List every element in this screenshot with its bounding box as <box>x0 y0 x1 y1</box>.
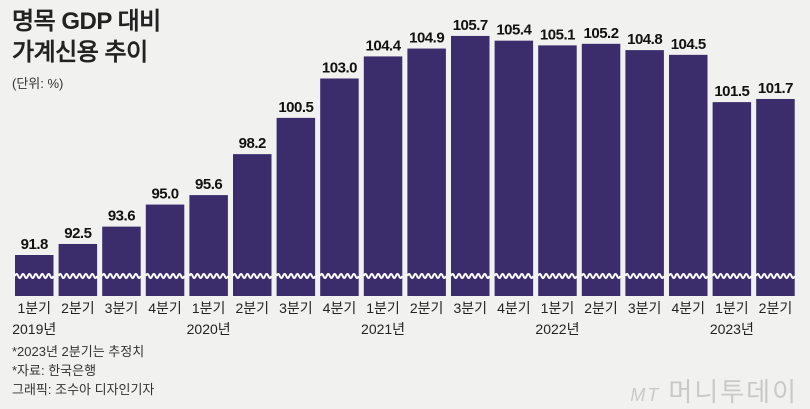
data-label: 105.1 <box>540 26 575 43</box>
axis-break-wave <box>101 273 142 279</box>
axis-break-wave <box>144 273 186 279</box>
axis-break-wave <box>362 273 404 279</box>
bar <box>145 204 185 296</box>
data-label: 91.8 <box>21 236 48 253</box>
x-tick-label: 2분기 <box>61 300 95 316</box>
axis-break-wave <box>668 273 709 279</box>
note-credit: 그래픽: 조수아 디자인기자 <box>12 382 155 397</box>
bar <box>756 98 795 296</box>
axis-break-wave <box>580 273 622 279</box>
bar <box>363 56 403 297</box>
axis-break-wave <box>711 273 753 279</box>
axis-break-wave <box>624 273 665 279</box>
data-label: 101.5 <box>714 83 749 100</box>
x-tick-label: 3분기 <box>453 300 487 316</box>
watermark-logo: MT 머니투데이 <box>630 377 798 407</box>
chart-title: 명목 GDP 대비 가계신용 추이 <box>12 8 161 66</box>
bar <box>451 35 490 296</box>
year-label: 2022년 <box>535 321 579 337</box>
bar <box>712 102 752 297</box>
x-tick-label: 4분기 <box>671 300 705 316</box>
year-label: 2021년 <box>361 321 405 337</box>
axis-break-wave <box>537 273 578 279</box>
x-tick-label: 1분기 <box>192 300 226 316</box>
axis-break-wave <box>450 273 491 279</box>
x-tick-label: 3분기 <box>105 300 139 316</box>
bar <box>233 154 272 296</box>
bar <box>538 45 577 296</box>
bar-chart: 91.8 1분기 92.5 2분기 93.6 3분기 95.0 4분기 95.6 1분기 98.2 2… <box>12 17 796 337</box>
x-tick-label: 4분기 <box>497 300 531 316</box>
data-label: 93.6 <box>108 208 135 225</box>
bar <box>581 43 621 297</box>
year-label: 2023년 <box>710 321 754 337</box>
bar <box>669 54 708 297</box>
axis-break-wave <box>406 273 447 279</box>
axis-break-wave <box>493 273 535 279</box>
data-label: 104.9 <box>409 30 444 47</box>
axis-break-wave <box>188 273 229 279</box>
bar <box>102 226 141 296</box>
x-tick-label: 1분기 <box>715 300 749 316</box>
data-label: 98.2 <box>239 135 266 152</box>
footnotes: *2023년 2분기는 추정치 *자료: 한국은행 그래픽: 조수아 디자인기자 <box>12 342 154 399</box>
data-label: 103.0 <box>322 59 357 76</box>
bar <box>494 40 534 296</box>
data-label: 105.2 <box>584 25 619 42</box>
data-label: 95.0 <box>151 186 178 203</box>
x-tick-label: 1분기 <box>366 300 400 316</box>
bar <box>276 117 316 296</box>
data-label: 92.5 <box>64 225 91 242</box>
data-label: 104.4 <box>366 37 402 54</box>
data-label: 105.7 <box>453 17 488 34</box>
note-source: *자료: 한국은행 <box>12 363 97 378</box>
axis-break-wave <box>57 273 99 279</box>
x-tick-label: 2분기 <box>235 300 269 316</box>
note-estimate: *2023년 2분기는 추정치 <box>12 344 145 359</box>
bar <box>58 243 98 296</box>
x-tick-label: 1분기 <box>541 300 575 316</box>
x-tick-label: 2분기 <box>584 300 618 316</box>
x-tick-label: 3분기 <box>279 300 313 316</box>
x-tick-label: 4분기 <box>148 300 182 316</box>
bar <box>625 50 664 297</box>
x-tick-label: 2분기 <box>759 300 793 316</box>
data-label: 104.8 <box>627 31 662 48</box>
data-label: 101.7 <box>758 80 793 97</box>
axis-break-wave <box>14 273 55 279</box>
axis-break-wave <box>275 273 317 279</box>
year-label: 2020년 <box>187 321 231 337</box>
data-label: 95.6 <box>195 176 222 193</box>
bar <box>189 195 228 296</box>
data-label: 104.5 <box>671 36 706 53</box>
unit-label: (단위: %) <box>12 76 64 91</box>
x-tick-label: 1분기 <box>17 300 51 316</box>
data-label: 100.5 <box>278 99 313 116</box>
axis-break-wave <box>755 273 796 279</box>
x-tick-label: 3분기 <box>628 300 662 316</box>
bar <box>320 78 359 296</box>
bar <box>407 48 446 296</box>
axis-break-wave <box>232 273 273 279</box>
axis-break-wave <box>319 273 360 279</box>
x-tick-label: 4분기 <box>323 300 357 316</box>
data-label: 105.4 <box>496 22 532 39</box>
year-label: 2019년 <box>12 321 56 337</box>
x-tick-label: 2분기 <box>410 300 444 316</box>
